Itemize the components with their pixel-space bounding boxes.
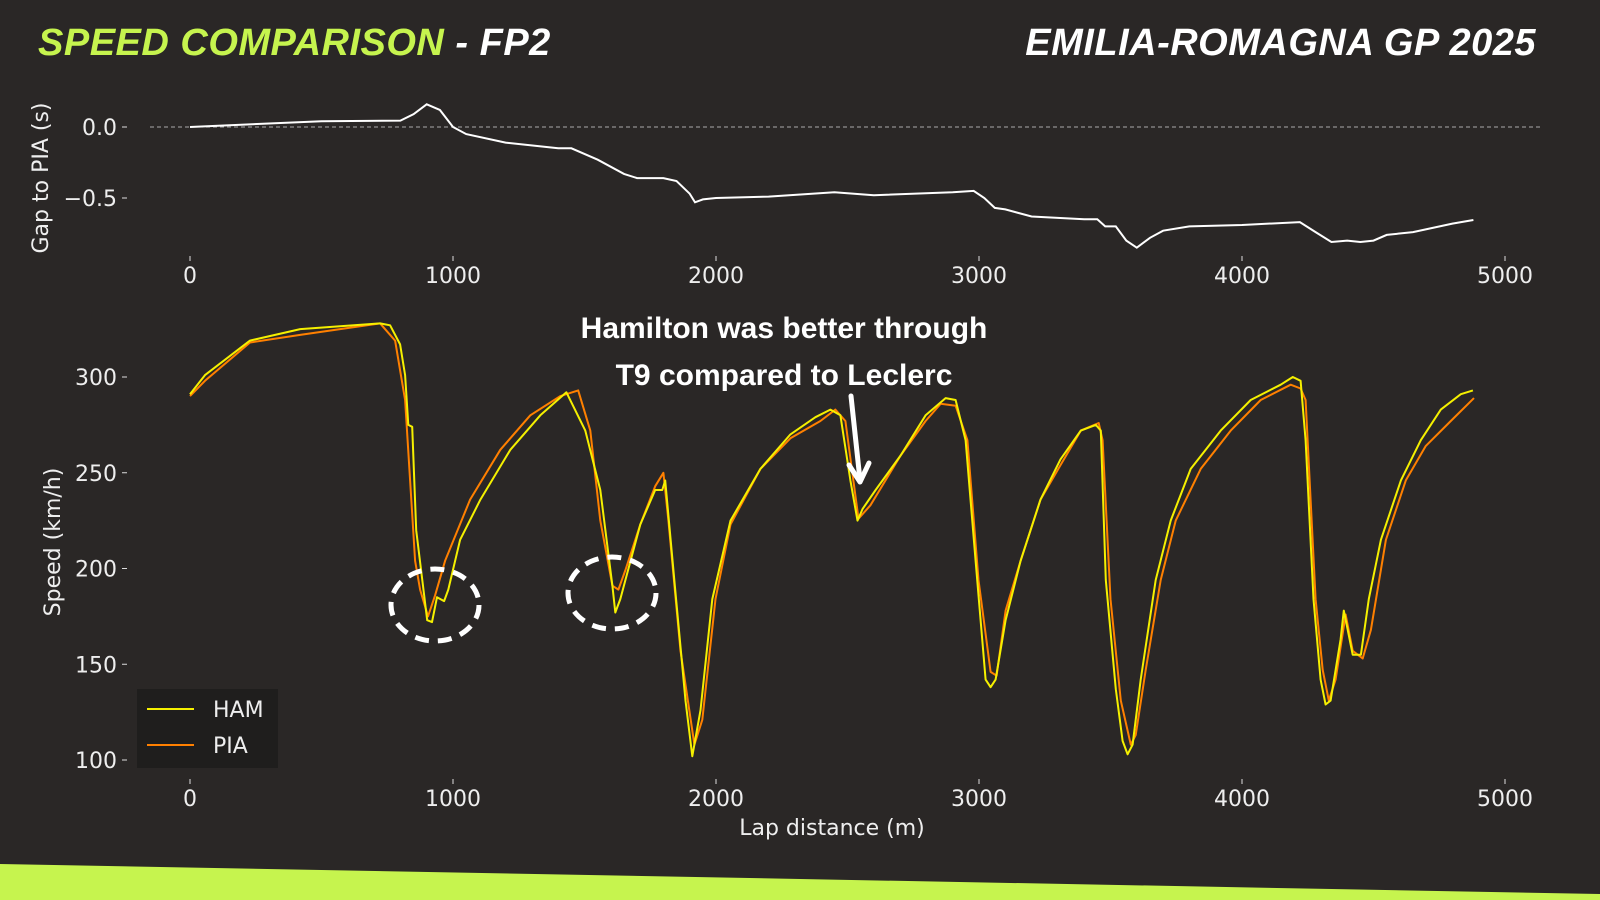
x-tick-label: 3000 — [951, 264, 1007, 289]
annotation-line-1: Hamilton was better through — [581, 312, 988, 345]
annotation-line-2: T9 compared to Leclerc — [616, 359, 953, 392]
x-tick-label: 2000 — [688, 787, 744, 812]
y-tick-label: 200 — [75, 558, 117, 583]
y-tick-label: 250 — [75, 462, 117, 487]
x-tick-label: 0 — [183, 264, 197, 289]
y-tick-label: 100 — [75, 749, 117, 774]
x-tick-label: 3000 — [951, 787, 1007, 812]
gap-series-line — [189, 103, 1474, 249]
y-tick-label: 300 — [75, 366, 117, 391]
x-tick-label: 1000 — [425, 264, 481, 289]
ham-series-line — [189, 322, 1474, 758]
title-session: - FP2 — [444, 22, 551, 64]
y-tick-label: 150 — [75, 653, 117, 678]
highlight-circle-2 — [565, 554, 659, 632]
speed-y-axis-label: Speed (km/h) — [41, 468, 66, 617]
pia-series-line — [189, 322, 1475, 746]
x-tick-label: 1000 — [425, 787, 481, 812]
x-tick-label: 0 — [183, 787, 197, 812]
x-tick-label: 5000 — [1477, 787, 1533, 812]
highlight-circle-1 — [388, 566, 482, 644]
legend-label-pia: PIA — [213, 734, 248, 759]
legend-box — [137, 689, 278, 768]
x-tick-label: 4000 — [1214, 264, 1270, 289]
y-tick-label: −0.5 — [64, 187, 117, 212]
accent-stripe — [0, 864, 1600, 900]
page-title: SPEED COMPARISON - FP2 — [38, 22, 551, 65]
annotation-arrow-icon — [846, 393, 872, 485]
gap-chart: 0.0 −0.5 0 1000 2000 3000 4000 5000 Gap to PIA… — [29, 103, 1540, 289]
y-tick-label: 0.0 — [82, 116, 117, 141]
event-title: EMILIA-ROMAGNA GP 2025 — [1025, 22, 1536, 64]
speed-chart: 100 150 200 250 300 0 1000 2000 3000 4000 5000 Sp… — [41, 312, 1533, 841]
legend-label-ham: HAM — [213, 698, 264, 723]
x-tick-label: 2000 — [688, 264, 744, 289]
speed-x-axis-label: Lap distance (m) — [739, 816, 925, 841]
legend: HAM PIA — [137, 689, 278, 768]
x-tick-label: 5000 — [1477, 264, 1533, 289]
x-tick-label: 4000 — [1214, 787, 1270, 812]
title-accent: SPEED COMPARISON — [38, 22, 445, 64]
gap-y-axis-label: Gap to PIA (s) — [29, 103, 54, 254]
